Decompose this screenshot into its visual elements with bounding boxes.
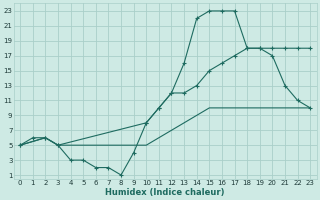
X-axis label: Humidex (Indice chaleur): Humidex (Indice chaleur) [106,188,225,197]
